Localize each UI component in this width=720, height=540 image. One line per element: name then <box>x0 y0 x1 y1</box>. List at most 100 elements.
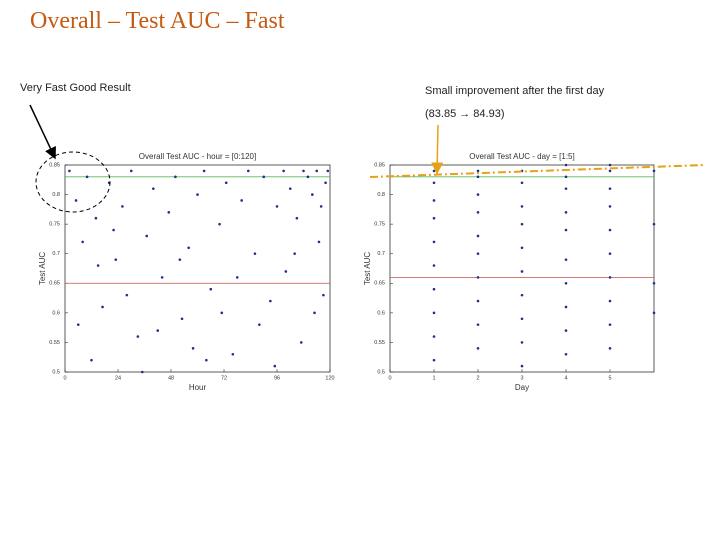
data-point <box>253 252 257 256</box>
data-point <box>152 187 155 190</box>
data-point <box>317 240 321 244</box>
data-point <box>652 169 656 173</box>
data-point <box>202 169 206 173</box>
y-tick-label: 0.55 <box>374 340 385 346</box>
y-tick-label: 0.85 <box>49 162 60 168</box>
data-point <box>174 175 177 179</box>
data-point <box>101 305 104 309</box>
data-point <box>608 169 612 173</box>
data-point <box>564 329 568 332</box>
y-tick-label: 0.75 <box>49 222 60 228</box>
data-point <box>520 246 524 250</box>
data-point <box>319 205 323 208</box>
data-point <box>652 311 656 315</box>
x-tick-label: 96 <box>274 375 280 381</box>
y-tick-label: 0.7 <box>52 251 60 257</box>
data-point <box>293 252 296 256</box>
data-point <box>432 216 436 220</box>
data-point <box>129 169 133 173</box>
x-tick-label: 72 <box>221 375 227 381</box>
data-point <box>205 358 208 362</box>
y-tick-label: 0.65 <box>374 281 385 287</box>
data-point <box>273 364 277 368</box>
data-point <box>112 228 115 232</box>
data-point <box>564 211 568 214</box>
data-point <box>564 258 568 261</box>
data-point <box>295 216 299 220</box>
x-tick-label: 3 <box>520 375 523 381</box>
y-axis-label: Test AUC <box>38 252 47 286</box>
data-point <box>476 252 480 256</box>
data-point <box>196 193 199 196</box>
data-point <box>156 329 160 332</box>
y-tick-label: 0.8 <box>377 192 385 198</box>
data-point <box>224 181 228 185</box>
data-point <box>432 181 436 185</box>
x-tick-label: 48 <box>168 375 174 381</box>
data-point <box>432 335 436 338</box>
data-point <box>608 252 612 256</box>
data-point <box>74 199 78 202</box>
data-point <box>315 169 319 173</box>
data-point <box>476 193 480 196</box>
data-point <box>191 347 195 350</box>
data-point <box>564 352 568 356</box>
y-tick-label: 0.5 <box>52 369 60 375</box>
data-point <box>476 347 480 350</box>
data-point <box>476 299 480 303</box>
data-point <box>520 364 524 368</box>
y-tick-label: 0.7 <box>377 251 385 257</box>
data-point <box>240 199 243 202</box>
data-point <box>432 169 436 173</box>
data-point <box>432 240 436 244</box>
data-point <box>167 211 171 214</box>
data-point <box>282 169 285 173</box>
x-tick-label: 0 <box>63 375 66 381</box>
data-point <box>476 276 480 279</box>
data-point <box>432 358 436 362</box>
y-tick-label: 0.85 <box>374 162 385 168</box>
data-point <box>564 187 568 190</box>
data-point <box>476 323 480 326</box>
x-axis-label: Day <box>515 383 529 392</box>
data-point <box>125 293 129 297</box>
data-point <box>608 299 612 303</box>
data-point <box>520 222 524 226</box>
data-point <box>520 317 524 321</box>
data-point <box>246 169 250 173</box>
data-point <box>90 358 93 362</box>
data-point <box>187 246 190 250</box>
annotation: (83.85 → 84.93) <box>425 108 505 120</box>
data-point <box>284 270 288 273</box>
x-tick-label: 120 <box>325 375 334 381</box>
data-point <box>476 211 480 214</box>
plot-area <box>64 164 331 373</box>
data-point <box>520 205 524 208</box>
y-tick-label: 0.65 <box>49 281 60 287</box>
data-point <box>94 216 98 220</box>
data-point <box>322 293 325 297</box>
data-point <box>231 352 235 356</box>
plot-area <box>389 164 655 373</box>
data-point <box>311 193 314 196</box>
data-point <box>326 169 330 173</box>
data-point <box>85 175 89 179</box>
data-point <box>306 175 310 179</box>
data-point <box>608 276 612 279</box>
data-point <box>520 341 524 344</box>
data-point <box>81 240 84 244</box>
data-point <box>76 323 80 326</box>
data-point <box>608 163 612 167</box>
annotation: Small improvement after the first day <box>425 85 605 97</box>
data-point <box>520 293 524 297</box>
x-axis-label: Hour <box>189 383 207 392</box>
data-point <box>608 228 612 232</box>
data-point <box>262 175 266 179</box>
data-point <box>608 205 612 208</box>
y-tick-label: 0.6 <box>377 310 385 316</box>
data-point <box>432 264 436 267</box>
data-point <box>476 169 480 173</box>
data-point <box>180 317 184 321</box>
